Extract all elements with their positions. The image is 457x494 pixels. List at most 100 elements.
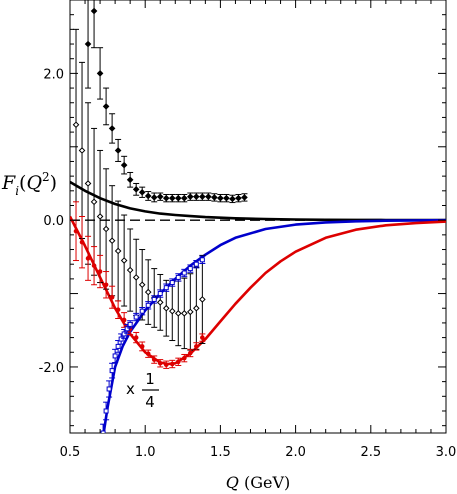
data-point-0-8 xyxy=(132,182,140,196)
y-tick-labels: 2.0 0.0 -2.0 xyxy=(39,67,64,376)
data-point-0-12 xyxy=(156,192,164,201)
data-point-1-9 xyxy=(126,228,134,312)
data-point-0-16 xyxy=(180,193,188,203)
data-point-2-2 xyxy=(85,235,92,281)
data-point-3-9 xyxy=(127,320,134,329)
data-point-0-17 xyxy=(187,192,194,201)
x-tick-label: 2.5 xyxy=(360,445,381,460)
data-point-1-8 xyxy=(120,214,128,307)
series-line-2 xyxy=(102,218,446,433)
data-point-3-13 xyxy=(151,295,158,304)
data-point-0-14 xyxy=(168,193,176,203)
data-point-1-20 xyxy=(193,266,200,350)
data-point-0-15 xyxy=(174,193,182,203)
data-point-2-0 xyxy=(73,201,80,262)
x-axis-title: Q (GeV) xyxy=(226,473,291,492)
x-tick-label: 2.0 xyxy=(285,445,306,460)
data-point-3-10 xyxy=(133,312,140,322)
data-point-3-4 xyxy=(112,348,119,364)
data-point-0-6 xyxy=(120,155,128,175)
data-point-0-20 xyxy=(205,192,212,201)
data-point-3-3 xyxy=(109,362,116,379)
data-point-2-19 xyxy=(187,348,194,358)
x-tick-labels: 0.5 1.0 1.5 2.0 2.5 3.0 xyxy=(60,445,457,460)
plot-frame xyxy=(69,0,447,434)
data-point-0-23 xyxy=(223,193,230,203)
scale-annotation: x 1 4 xyxy=(126,370,159,411)
data-point-3-20 xyxy=(193,260,200,269)
y-tick-label: 2.0 xyxy=(43,67,64,82)
data-point-1-12 xyxy=(144,259,152,325)
data-point-3-18 xyxy=(181,268,188,278)
data-point-3-12 xyxy=(145,301,152,310)
data-point-0-7 xyxy=(126,171,134,188)
data-point-2-11 xyxy=(139,341,146,352)
data-point-1-5 xyxy=(102,168,110,290)
data-point-0-25 xyxy=(235,193,242,203)
y-tick-label: -2.0 xyxy=(39,361,64,376)
data-point-3-14 xyxy=(157,289,164,298)
data-point-3-2 xyxy=(106,380,113,398)
data-point-3-15 xyxy=(163,283,170,292)
data-point-0-4 xyxy=(108,113,116,144)
data-point-1-6 xyxy=(108,185,116,297)
data-point-0-10 xyxy=(144,191,152,201)
data-point-2-14 xyxy=(157,359,164,368)
x-tick-label: 3.0 xyxy=(436,445,457,460)
annotation-numerator: 1 xyxy=(145,370,155,388)
data-point-2-10 xyxy=(133,331,140,344)
data-point-2-6 xyxy=(109,285,116,309)
annotation-denominator: 4 xyxy=(145,393,155,411)
data-point-2-15 xyxy=(163,360,170,369)
data-point-0-13 xyxy=(162,193,170,203)
data-point-2-1 xyxy=(79,216,86,269)
data-point-2-13 xyxy=(151,355,158,364)
data-point-1-7 xyxy=(114,200,122,302)
data-point-2-7 xyxy=(115,300,122,320)
data-point-3-8 xyxy=(124,323,131,334)
data-point-2-8 xyxy=(121,312,128,328)
data-point-3-11 xyxy=(139,307,146,316)
data-point-1-16 xyxy=(168,281,176,342)
data-point-3-21 xyxy=(199,255,206,264)
data-point-2-18 xyxy=(181,353,188,363)
data-point-0-26 xyxy=(241,193,248,202)
data-point-3-17 xyxy=(175,273,182,282)
y-axis-title: Fi(Q2) xyxy=(1,170,57,198)
data-point-2-17 xyxy=(175,357,182,366)
data-points xyxy=(72,0,248,433)
data-point-0-21 xyxy=(211,193,218,202)
x-tick-label: 1.5 xyxy=(210,445,231,460)
y-tick-label: 0.0 xyxy=(43,214,64,229)
data-point-0-2 xyxy=(96,47,104,100)
data-point-3-0 xyxy=(100,423,107,433)
data-point-2-3 xyxy=(91,246,98,286)
data-point-0-5 xyxy=(114,138,122,162)
data-point-2-21 xyxy=(199,333,206,342)
series-line-0 xyxy=(70,180,446,222)
data-point-1-10 xyxy=(132,238,140,317)
data-point-2-20 xyxy=(193,342,200,351)
data-point-0-3 xyxy=(102,87,110,126)
data-point-0-24 xyxy=(229,194,236,204)
data-point-2-4 xyxy=(97,254,104,289)
data-point-2-16 xyxy=(169,359,176,369)
data-point-1-19 xyxy=(187,273,194,351)
data-point-3-1 xyxy=(103,401,110,421)
data-point-0-22 xyxy=(217,193,224,203)
data-point-2-12 xyxy=(145,349,152,358)
data-point-1-18 xyxy=(180,277,188,350)
data-point-0-18 xyxy=(193,192,200,201)
data-point-3-19 xyxy=(187,264,194,273)
data-point-3-16 xyxy=(169,278,176,287)
data-point-0-19 xyxy=(199,192,206,201)
data-point-0-9 xyxy=(138,186,146,198)
data-point-1-0 xyxy=(72,28,80,221)
data-point-1-17 xyxy=(174,280,182,347)
data-point-0-1 xyxy=(90,0,98,49)
curves xyxy=(70,180,446,433)
data-point-1-21 xyxy=(199,254,206,344)
data-point-1-1 xyxy=(78,61,86,240)
data-point-2-5 xyxy=(103,271,110,299)
